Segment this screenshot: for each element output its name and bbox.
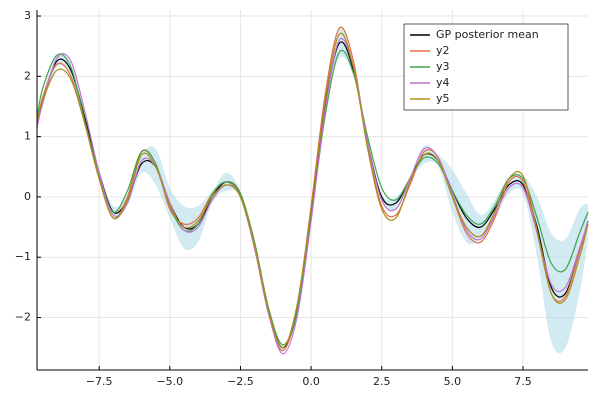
legend-box: [403, 23, 569, 111]
legend-label: y2: [436, 44, 450, 57]
y-tick-label: −2: [15, 311, 31, 324]
y-tick-label: −1: [15, 250, 31, 263]
y-tick-label: 0: [24, 190, 31, 203]
x-tick-label: 0.0: [302, 375, 320, 388]
legend: GP posterior mean y2 y3 y4 y5: [403, 23, 569, 111]
series-line: [36, 37, 589, 355]
x-tick-label: 5.0: [444, 375, 462, 388]
x-tick-label: −2.5: [227, 375, 254, 388]
x-tick-label: −7.5: [86, 375, 113, 388]
legend-label: GP posterior mean: [436, 28, 539, 41]
legend-label: y3: [436, 60, 450, 73]
series-line: [36, 32, 589, 349]
x-tick-label: −5.0: [156, 375, 183, 388]
y-tick-label: 2: [24, 69, 31, 82]
y-tick-label: 3: [24, 9, 31, 22]
x-tick-label: 2.5: [373, 375, 391, 388]
y-tick-label: 1: [24, 130, 31, 143]
legend-label: y5: [436, 92, 450, 105]
x-tick-label: 7.5: [514, 375, 532, 388]
legend-label: y4: [436, 76, 450, 89]
